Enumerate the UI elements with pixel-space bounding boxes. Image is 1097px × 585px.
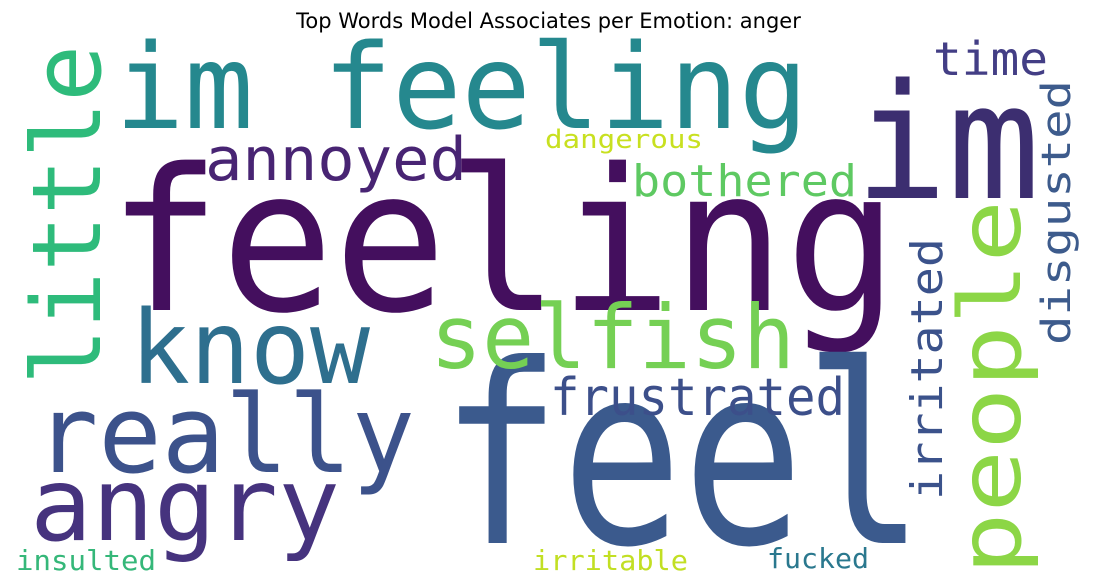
word-frustrated: frustrated (550, 368, 845, 428)
word-people: people (941, 200, 1041, 575)
word-fucked: fucked (767, 542, 869, 575)
chart-title: Top Words Model Associates per Emotion: … (296, 9, 801, 33)
word-irritable: irritable (533, 544, 688, 577)
word-irritated: irritated (902, 238, 953, 500)
word-feel: feel (440, 311, 925, 585)
word-im: im (855, 49, 1040, 236)
word-time: time (933, 32, 1048, 86)
word-know: know (130, 289, 371, 408)
word-feeling: feeling (108, 126, 898, 357)
word-bothered: bothered (632, 156, 857, 207)
word-selfish: selfish (430, 286, 795, 389)
word-annoyed: annoyed (205, 125, 467, 195)
word-dangerous: dangerous (545, 125, 703, 155)
word-really: really (35, 373, 415, 498)
word-disgusted: disgusted (1034, 80, 1080, 345)
word-little: little (13, 45, 123, 385)
word-insulted: insulted (16, 544, 156, 577)
word-angry: angry (30, 446, 340, 565)
word-im-feeling: im feeling (115, 18, 808, 156)
